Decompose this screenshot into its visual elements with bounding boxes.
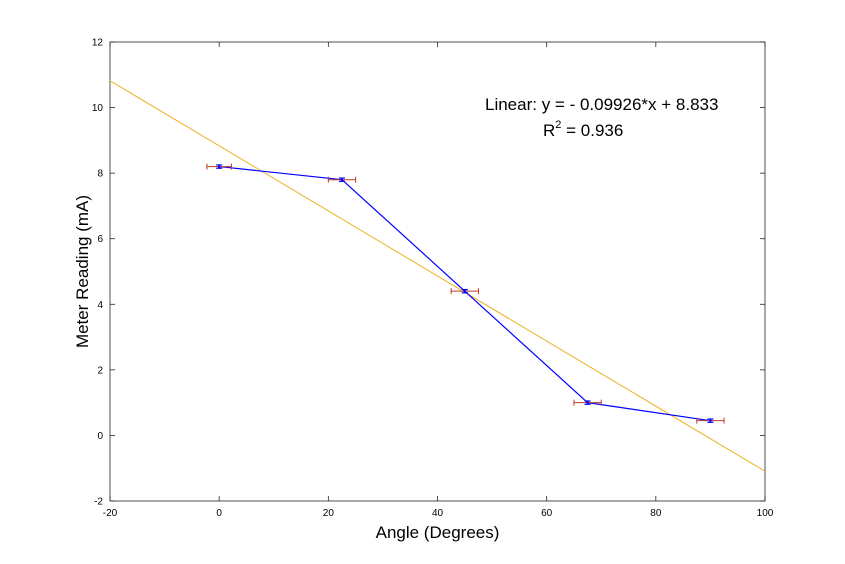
x-tick-label: 40 <box>432 508 444 519</box>
axis-ticks <box>109 41 766 502</box>
x-tick-label: 0 <box>216 508 222 519</box>
y-tick-label: 6 <box>97 234 103 245</box>
x-tick-label: 80 <box>650 508 662 519</box>
x-tick-label: 20 <box>323 508 335 519</box>
fit-r2-label: R2 = 0.936 <box>543 119 623 140</box>
y-tick-label: 4 <box>97 300 103 311</box>
fit-layer <box>109 80 766 472</box>
fit-line <box>109 80 766 472</box>
data-point <box>586 401 589 404</box>
y-tick-label: 10 <box>92 103 104 114</box>
y-tick-label: 0 <box>97 431 103 442</box>
y-tick-label: 8 <box>97 169 103 180</box>
data-point <box>709 419 712 422</box>
y-tick-label: -2 <box>94 497 103 508</box>
data-point <box>340 178 344 181</box>
x-axis-title: Angle (Degrees) <box>376 523 500 542</box>
r2-value: = 0.936 <box>561 121 623 140</box>
x-tick-label: -20 <box>103 508 118 519</box>
r2-superscript: 2 <box>555 119 561 131</box>
y-tick-label: 12 <box>92 38 104 49</box>
y-tick-label: 2 <box>97 365 103 376</box>
x-tick-label: 60 <box>541 508 553 519</box>
y-axis-title: Meter Reading (mA) <box>73 195 92 348</box>
x-tick-label: 100 <box>757 508 774 519</box>
data-point <box>217 165 221 168</box>
r2-prefix: R <box>543 121 555 140</box>
fit-equation-label: Linear: y = - 0.09926*x + 8.833 <box>485 95 718 114</box>
data-point <box>463 289 466 293</box>
plot-area <box>109 41 766 502</box>
errorbar-layer <box>206 163 725 424</box>
